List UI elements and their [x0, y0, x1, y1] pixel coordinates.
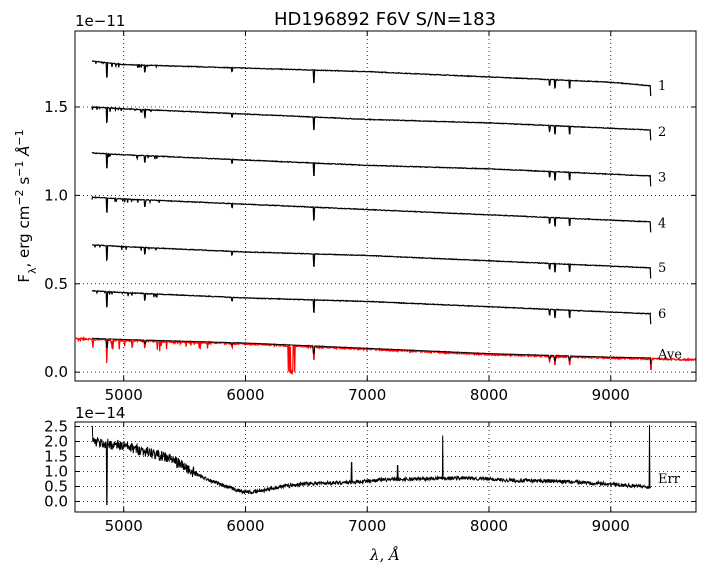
spectra-lines [74, 60, 697, 376]
error-y-tick-label: 2.0 [44, 433, 68, 451]
spectra-y-tick-label: 0.5 [44, 275, 68, 293]
series-label-6: 6 [658, 307, 666, 322]
spectra-panel: 5000 6000 7000 8000 9000 0.0 0.5 1.0 1.5 1 2 3 4 5 6 A… [13, 9, 697, 404]
error-x-tick-label: 7000 [348, 517, 386, 535]
spectra-x-tick-label: 6000 [226, 386, 264, 404]
series-label-1: 1 [658, 79, 666, 94]
series-label-3: 3 [658, 171, 666, 186]
spectra-series-labels: 1 2 3 4 5 6 Ave [657, 79, 682, 363]
top-offset-label: 1e−11 [75, 12, 125, 30]
spectra-x-tick-label: 5000 [105, 386, 143, 404]
error-grid [75, 422, 696, 512]
error-x-tick-label: 5000 [105, 517, 143, 535]
spectra-y-tick-label: 1.0 [44, 186, 68, 204]
error-x-tick-label: 9000 [592, 517, 630, 535]
series-line-1 [91, 60, 652, 97]
error-y-tick-label: 0.0 [44, 493, 68, 511]
error-series-label: Err [658, 472, 681, 487]
x-axis-label: λ, Å [369, 546, 400, 564]
error-plot-area [74, 421, 697, 513]
series-line-4 [91, 195, 652, 233]
error-ticks: 5000 6000 7000 8000 9000 0.00.51.01.52.02.5 [44, 418, 696, 535]
error-x-tick-label: 8000 [470, 517, 508, 535]
series-line-ave-black [92, 337, 652, 365]
error-series-labels: Err [658, 472, 681, 487]
series-line-5 [91, 243, 652, 279]
error-x-tick-label: 6000 [226, 517, 264, 535]
spectra-x-tick-label: 8000 [470, 386, 508, 404]
series-label-4: 4 [658, 217, 666, 232]
spectra-x-tick-label: 7000 [348, 386, 386, 404]
series-line-3 [91, 152, 652, 187]
error-y-tick-label: 0.5 [44, 478, 68, 496]
series-line-2 [91, 105, 652, 141]
spectra-ticks: 5000 6000 7000 8000 9000 0.0 0.5 1.0 1.5 [44, 31, 696, 404]
series-label-ave: Ave [657, 347, 682, 362]
chart-title: HD196892 F6V S/N=183 [274, 9, 496, 30]
error-y-tick-label: 2.5 [44, 418, 68, 436]
error-series-line [91, 424, 652, 505]
error-y-tick-label: 1.5 [44, 448, 68, 466]
spectra-y-tick-label: 0.0 [44, 363, 68, 381]
error-panel: 5000 6000 7000 8000 9000 0.00.51.01.52.02.5 E… [44, 404, 697, 564]
bottom-offset-label: 1e−14 [75, 404, 125, 422]
series-line-6 [91, 289, 652, 325]
error-y-tick-label: 1.0 [44, 463, 68, 481]
series-label-5: 5 [658, 261, 666, 276]
spectra-x-tick-label: 9000 [592, 386, 630, 404]
error-lines [91, 424, 652, 505]
spectra-y-tick-label: 1.5 [44, 98, 68, 116]
spectra-plot-area [74, 30, 697, 382]
series-label-2: 2 [658, 125, 666, 140]
